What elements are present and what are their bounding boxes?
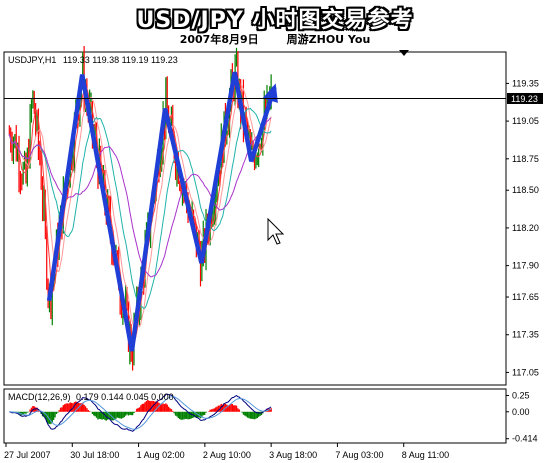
price-tick-label: 117.90 <box>512 261 539 271</box>
price-tick-label: 117.05 <box>512 367 539 377</box>
macd-header: MACD(12,26,9) 0.179 0.144 0.045 0.000 <box>8 392 174 402</box>
signal-line <box>9 396 272 430</box>
price-tick-label: 117.35 <box>512 330 539 340</box>
period-marker-icon <box>399 50 409 56</box>
time-tick-label: 30 Jul 18:00 <box>70 450 119 460</box>
chart-subtitle: 2007年8月9日 周游ZHOU You <box>0 31 550 47</box>
ohlc-label: 119.33 119.38 119.19 119.23 <box>63 55 178 65</box>
time-tick-label: 7 Aug 03:00 <box>335 450 383 460</box>
macd-label: MACD(12,26,9) <box>8 392 71 402</box>
current-price-box <box>507 92 543 104</box>
time-tick-label: 1 Aug 02:00 <box>137 450 185 460</box>
symbol-label: USDJPY,H1 <box>8 55 56 65</box>
macd-line <box>9 393 272 432</box>
ma-mid-line <box>8 85 272 328</box>
main-layer <box>8 46 278 371</box>
time-tick-label: 8 Aug 11:00 <box>402 450 449 460</box>
wave-path <box>46 71 277 352</box>
macd-tick-label: 0.25 <box>512 391 530 401</box>
time-tick-label: 27 Jul 2007 <box>4 450 51 460</box>
ma-slower-line <box>8 117 272 278</box>
subtitle-date: 2007年8月9日 <box>179 33 259 46</box>
current-price-label: 119.23 <box>511 94 538 104</box>
symbol-header: USDJPY,H1 119.33 119.38 119.19 119.23 <box>8 55 178 65</box>
axis-layer: 119.35 119.05 118.75 118.50 118.20 117.90 117.… <box>4 78 539 460</box>
macd-tick-label: -0.414 <box>512 434 538 444</box>
ma-fast-line <box>8 73 272 346</box>
mouse-cursor-icon <box>267 217 285 245</box>
price-tick-label: 119.35 <box>512 78 539 88</box>
time-tick-label: 3 Aug 18:00 <box>269 450 317 460</box>
price-tick-label: 119.05 <box>512 116 539 126</box>
price-tick-label: 118.75 <box>512 154 539 164</box>
macd-layer <box>9 393 272 432</box>
macd-values-label: 0.179 0.144 0.045 0.000 <box>76 392 174 402</box>
time-tick-label: 2 Aug 10:00 <box>203 450 251 460</box>
macd-tick-label: 0.00 <box>512 407 530 417</box>
subtitle-author: 周游ZHOU You <box>286 33 371 46</box>
price-tick-label: 118.20 <box>512 223 539 233</box>
chart-title: USD/JPY 小时图交易参考 <box>136 8 414 33</box>
price-tick-label: 117.65 <box>512 292 539 302</box>
price-tick-label: 118.50 <box>512 185 539 195</box>
